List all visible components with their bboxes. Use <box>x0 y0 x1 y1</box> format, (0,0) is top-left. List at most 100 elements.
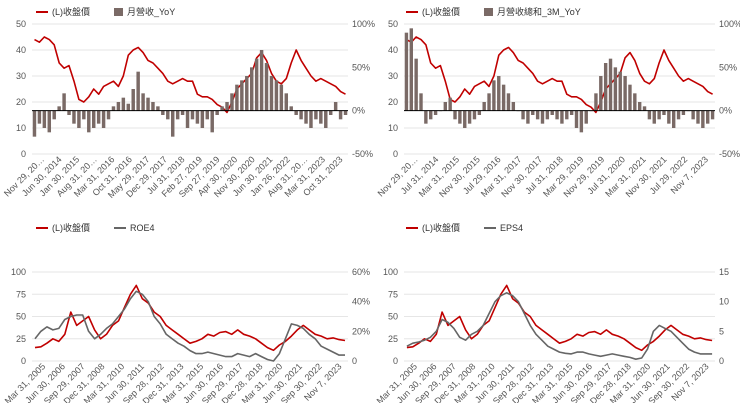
y-tick-label-left: 50 <box>16 312 26 322</box>
bar-mark <box>448 97 452 111</box>
chart-panel-2: (L)收盤價 月營收總和_3M_YoY 0 10 20 30 40 50 -50% 0% 50% 10… <box>376 6 740 199</box>
bar-mark <box>304 110 308 124</box>
bar-mark <box>501 84 506 111</box>
bar-mark <box>200 110 205 128</box>
bar-mark <box>419 93 423 111</box>
chart-panel-1: (L)收盤價 月營收_YoY01020304050-50%0%50%100%Nov… <box>2 6 375 200</box>
bar-mark <box>579 110 584 133</box>
bar-mark <box>628 84 632 111</box>
price-line <box>406 284 713 352</box>
y-tick-label-right: 100% <box>352 19 375 29</box>
y-tick-label-right: 0% <box>719 106 732 116</box>
legend-label: (L)收盤價 <box>52 6 90 17</box>
price-line <box>34 36 346 114</box>
bar-mark <box>584 110 588 124</box>
bar-mark <box>550 110 554 115</box>
y-tick-label-right: 100% <box>719 19 740 29</box>
bar-mark <box>121 97 126 111</box>
bar-mark <box>156 106 160 111</box>
bar-mark <box>701 110 705 128</box>
y-tick-label-left: 50 <box>388 19 398 29</box>
bar-mark <box>633 93 637 111</box>
y-tick-label-left: 50 <box>16 19 26 29</box>
bar-mark <box>637 102 642 111</box>
bar-mark <box>343 110 348 115</box>
bar-mark <box>511 102 516 111</box>
bar-mark <box>608 58 613 111</box>
bar-mark <box>42 110 47 128</box>
bar-mark <box>284 93 289 111</box>
bar-mark <box>414 58 418 111</box>
bar-mark <box>245 76 249 111</box>
bar-mark <box>136 71 140 111</box>
bar-mark <box>299 110 303 120</box>
bar-mark <box>433 110 438 115</box>
bar-mark <box>328 110 333 115</box>
y-tick-label-left: 0 <box>393 356 398 366</box>
bar-mark <box>458 110 462 124</box>
bar-mark <box>667 110 671 124</box>
bar-mark <box>274 80 279 111</box>
y-tick-label-left: 75 <box>16 289 26 299</box>
bar-mark <box>52 110 56 120</box>
bar-mark <box>141 93 145 111</box>
bar-mark <box>106 110 111 120</box>
bar-mark <box>254 58 259 111</box>
bar-mark <box>453 110 457 120</box>
bar-mark <box>195 110 200 124</box>
bar-mark <box>205 110 210 120</box>
bar-mark <box>696 110 700 124</box>
y-tick-label-left: 10 <box>16 123 26 133</box>
bar-mark <box>279 84 284 111</box>
y-tick-label-left: 75 <box>388 289 398 299</box>
bar-mark <box>463 110 467 128</box>
bar-mark <box>175 110 180 120</box>
bar-mark <box>314 110 318 120</box>
bar-mark <box>37 110 42 124</box>
bar-mark <box>220 106 224 111</box>
bar-mark <box>215 110 219 115</box>
bar-mark <box>404 32 409 111</box>
bar-mark <box>72 110 76 124</box>
y-tick-label-left: 100 <box>11 267 26 277</box>
bar-mark <box>185 110 190 128</box>
bar-mark <box>235 84 239 111</box>
y-tick-label-right: 0% <box>352 106 365 116</box>
bar-mark <box>618 71 622 111</box>
bar-mark <box>180 110 185 115</box>
bar-mark <box>319 110 323 124</box>
legend-label: ROE4 <box>130 223 155 233</box>
y-tick-label-right: 50% <box>719 62 737 72</box>
bar-mark <box>443 102 448 111</box>
bar-mark <box>506 93 511 111</box>
bar-mark <box>240 80 244 111</box>
bar-mark <box>146 97 150 111</box>
bar-mark <box>190 110 195 120</box>
bar-mark <box>409 28 413 111</box>
bar-mark <box>599 76 603 111</box>
bar-mark <box>681 110 686 115</box>
bar-mark <box>126 103 131 111</box>
bar-mark <box>131 89 135 111</box>
bar-mark <box>225 102 229 111</box>
legend-label: (L)收盤價 <box>422 222 460 233</box>
bar-mark <box>603 63 608 111</box>
bar-mark <box>521 110 525 120</box>
bar-mark <box>161 110 165 115</box>
bar-mark <box>623 76 627 111</box>
y-tick-label-left: 100 <box>383 267 398 277</box>
bar-mark <box>662 110 666 115</box>
bar-mark <box>710 110 715 120</box>
bar-mark <box>545 110 550 120</box>
bar-mark <box>497 76 501 111</box>
bar-mark <box>492 80 496 111</box>
bar-mark <box>269 76 274 111</box>
bar-mark <box>101 110 106 128</box>
y-tick-label-left: 20 <box>388 97 398 107</box>
y-tick-label-right: 20% <box>352 326 370 336</box>
legend-label: EPS4 <box>500 223 523 233</box>
bar-mark <box>594 93 598 111</box>
bar-mark <box>676 110 681 120</box>
